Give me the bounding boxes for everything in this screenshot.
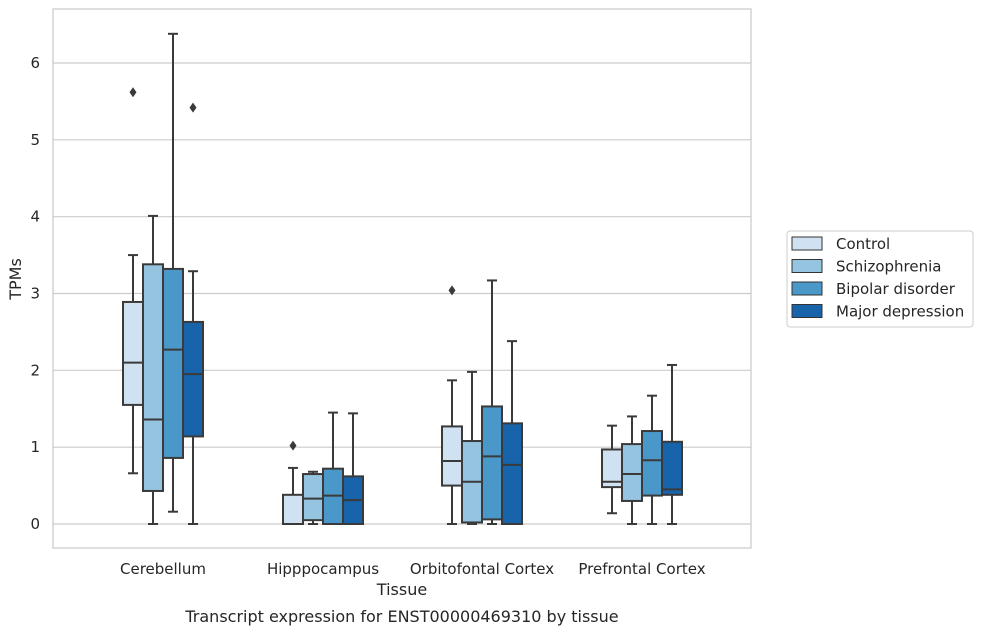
x-tick-label: Prefrontal Cortex: [578, 560, 705, 578]
box-body: [441, 425, 463, 487]
y-tick-label: 1: [30, 438, 40, 456]
x-tick-labels: Cerebellum Hipppocampus Orbitofontal Corte…: [120, 560, 706, 578]
legend-frame: [786, 230, 974, 328]
box-major-depression: [342, 412, 364, 526]
box-bipolar-disorder: [162, 32, 184, 513]
box-control: [122, 87, 144, 475]
box-body: [182, 320, 204, 438]
y-tick-label: 3: [30, 285, 40, 303]
legend-label: Control: [836, 235, 890, 253]
y-tick-label: 4: [30, 208, 40, 226]
box-bipolar-disorder: [322, 411, 344, 525]
box-body: [501, 422, 523, 525]
box-major-depression: [661, 363, 683, 525]
box-bipolar-disorder: [481, 279, 503, 525]
box-control: [441, 285, 463, 525]
box-major-depression: [182, 102, 204, 525]
plot-frame: [52, 8, 752, 549]
outlier-point: [289, 440, 297, 451]
box-schizophrenia: [621, 415, 643, 525]
box-body: [122, 300, 144, 406]
y-axis-label: TPMs: [6, 258, 25, 301]
box-control: [601, 424, 623, 515]
box-major-depression: [501, 340, 523, 525]
legend-label: Schizophrenia: [836, 258, 941, 276]
box-control: [282, 440, 304, 526]
box-body: [621, 443, 643, 502]
x-axis-label: Tissue: [376, 580, 427, 599]
box-body: [302, 473, 324, 522]
y-tick-labels: 0 1 2 3 4 5 6: [30, 54, 40, 533]
box-schizophrenia: [302, 470, 324, 525]
legend-label: Bipolar disorder: [836, 280, 956, 298]
box-body: [162, 267, 184, 459]
box-body: [142, 263, 164, 492]
legend-swatch: [791, 259, 823, 273]
outlier-point: [189, 102, 197, 113]
chart-caption: Transcript expression for ENST0000046931…: [184, 607, 618, 626]
y-tick-label: 2: [30, 361, 40, 379]
box-bipolar-disorder: [641, 394, 663, 525]
box-body: [282, 493, 304, 526]
box-schizophrenia: [461, 370, 483, 525]
box-body: [641, 430, 663, 497]
legend-label: Major depression: [836, 303, 964, 321]
outlier-point: [448, 285, 456, 296]
box-body: [481, 405, 503, 521]
legend: Control Schizophrenia Bipolar disorder Majo…: [786, 230, 974, 328]
y-tick-label: 5: [30, 131, 40, 149]
outlier-point: [129, 87, 137, 98]
legend-swatch: [791, 304, 823, 318]
y-tick-label: 0: [30, 515, 40, 533]
x-tick-label: Orbitofontal Cortex: [410, 560, 554, 578]
legend-swatch: [791, 281, 823, 296]
x-tick-label: Hipppocampus: [267, 560, 379, 578]
x-tick-label: Cerebellum: [120, 560, 206, 578]
legend-swatch: [791, 236, 823, 251]
box-body: [661, 440, 683, 496]
box-schizophrenia: [142, 214, 164, 525]
y-tick-label: 6: [30, 54, 40, 72]
box-plots: [122, 32, 683, 526]
